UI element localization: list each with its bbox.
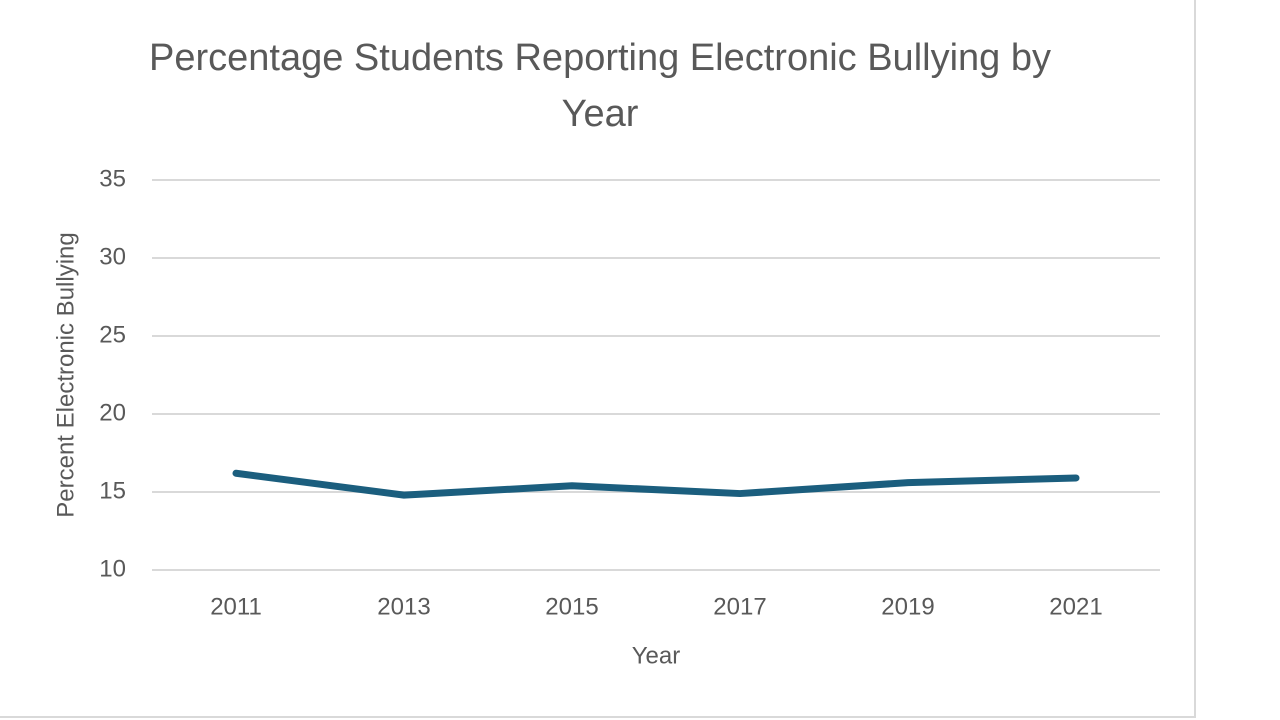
chart-frame (0, 0, 1196, 718)
y-tick-label: 35 (99, 165, 126, 192)
x-tick-label: 2011 (210, 593, 262, 620)
x-tick-label: 2013 (377, 593, 430, 620)
x-axis-label: Year (632, 642, 681, 669)
y-tick-label: 25 (99, 321, 126, 348)
chart-title: Percentage Students Reporting Electronic… (149, 37, 1051, 135)
y-axis-label: Percent Electronic Bullying (52, 232, 79, 517)
y-tick-label: 10 (99, 555, 126, 582)
x-tick-label: 2021 (1049, 593, 1102, 620)
x-tick-label: 2015 (545, 593, 598, 620)
y-tick-label: 30 (99, 243, 126, 270)
y-tick-label: 15 (99, 477, 126, 504)
x-tick-label: 2017 (713, 593, 766, 620)
x-tick-label: 2019 (881, 593, 934, 620)
data-line (232, 469, 1080, 499)
y-tick-label: 20 (99, 399, 126, 426)
